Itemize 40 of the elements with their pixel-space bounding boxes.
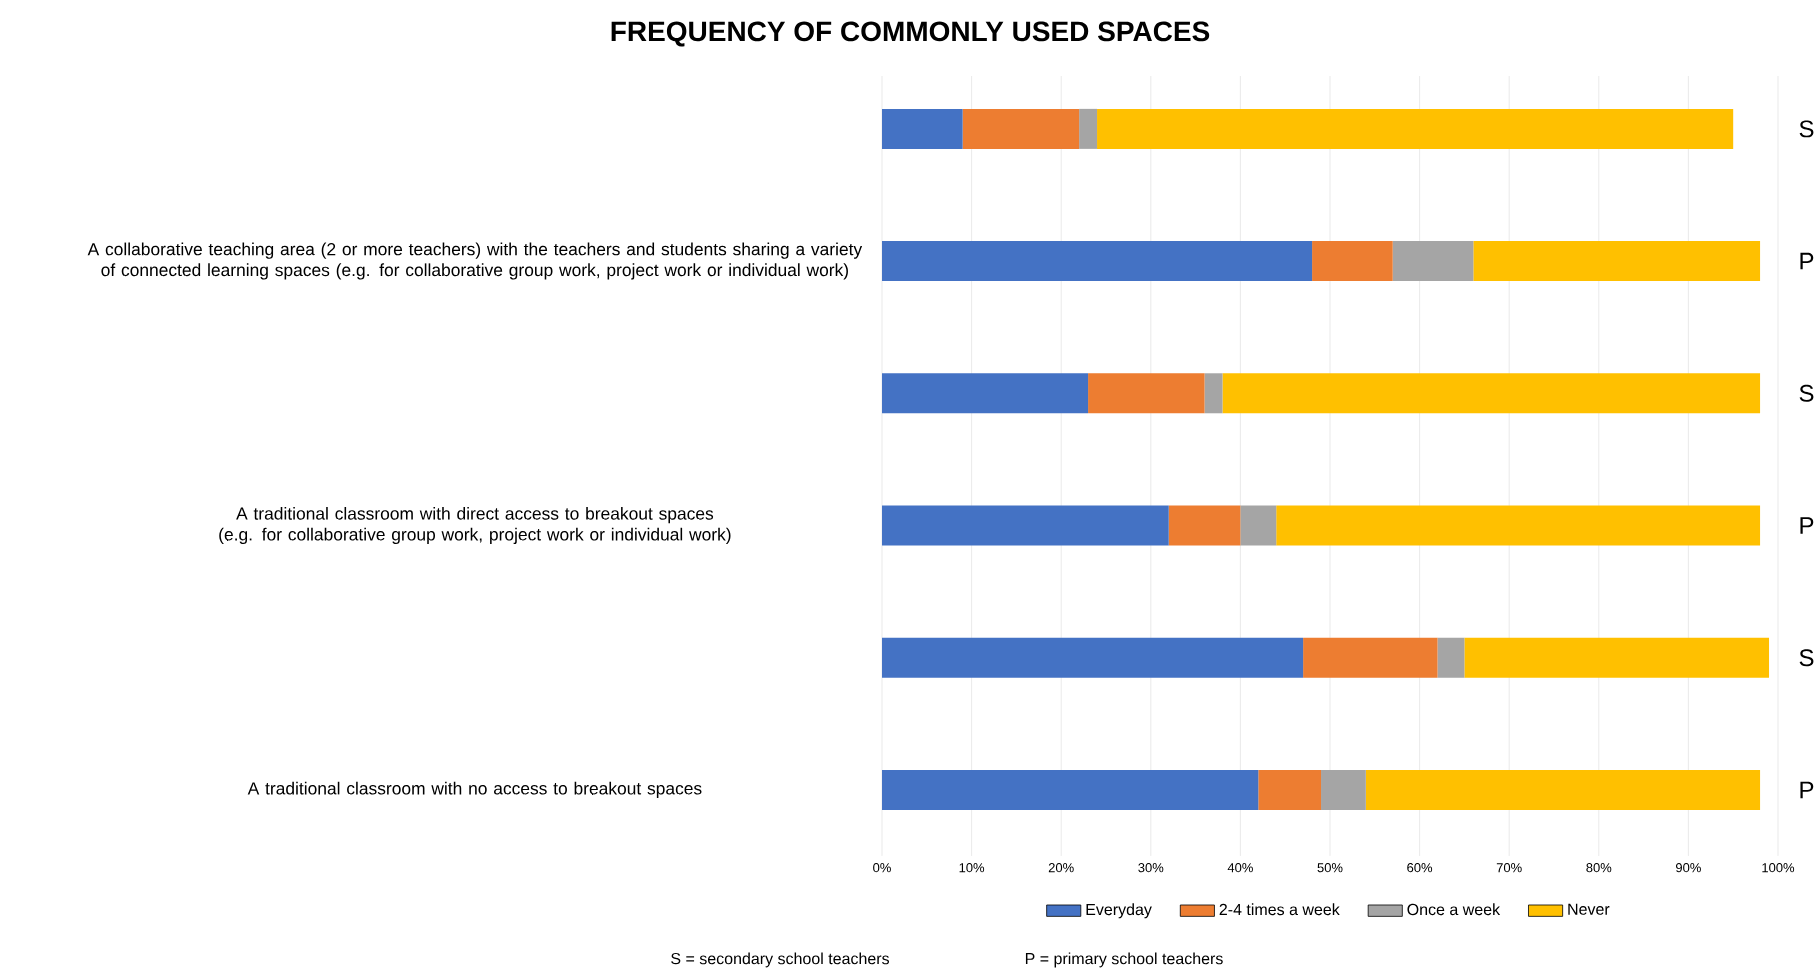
y-tick-label: A traditional classroom with no access to breakout spaces <box>247 781 702 798</box>
bar <box>1258 769 1322 810</box>
bar <box>1437 637 1465 678</box>
bar <box>1240 505 1277 546</box>
bar <box>1321 769 1366 810</box>
bar <box>882 505 1169 546</box>
bar <box>882 241 1313 282</box>
y-tick-label: A collaborative teaching area (2 or more teachers) with the teachers and students sharing a variety of connected learning spaces (e.g. for collaborative group work, project work or individual work) <box>87 242 863 280</box>
text: P <box>1800 517 1814 534</box>
chart-title: FREQUENCY OF COMMONLY USED SPACES <box>611 21 1210 47</box>
bar <box>1222 373 1761 414</box>
bar <box>1079 108 1098 149</box>
y-tick-label: A traditional classroom with direct access to breakout spaces (e.g. for collaborative group work, project work or individual work) <box>219 506 731 544</box>
legend-label: Once a week <box>1407 903 1501 916</box>
text: S <box>1799 649 1814 667</box>
text: P <box>1800 781 1814 799</box>
text: S <box>1799 384 1814 402</box>
bar <box>882 373 1089 414</box>
bar <box>882 769 1259 810</box>
bar <box>1204 373 1223 414</box>
legend-label: Everyday <box>1086 903 1152 919</box>
bar <box>1276 505 1761 546</box>
bar <box>1365 769 1761 810</box>
bar <box>962 108 1080 149</box>
bar <box>1088 373 1205 414</box>
bar <box>1473 241 1761 282</box>
bar <box>882 637 1304 678</box>
legend-label: 2-4 times a week <box>1219 903 1340 916</box>
bar <box>1312 241 1393 282</box>
text: S <box>1799 120 1814 138</box>
bar <box>1097 108 1734 149</box>
legend-label: Never <box>1568 903 1610 915</box>
bar <box>1392 241 1474 282</box>
text: P <box>1800 252 1814 270</box>
bar <box>882 108 963 149</box>
text: S = secondary school teachers <box>671 952 890 968</box>
bar <box>1168 505 1241 546</box>
bar <box>1464 637 1770 678</box>
text: P = primary school teachers <box>1025 952 1223 968</box>
bar <box>1303 637 1438 678</box>
